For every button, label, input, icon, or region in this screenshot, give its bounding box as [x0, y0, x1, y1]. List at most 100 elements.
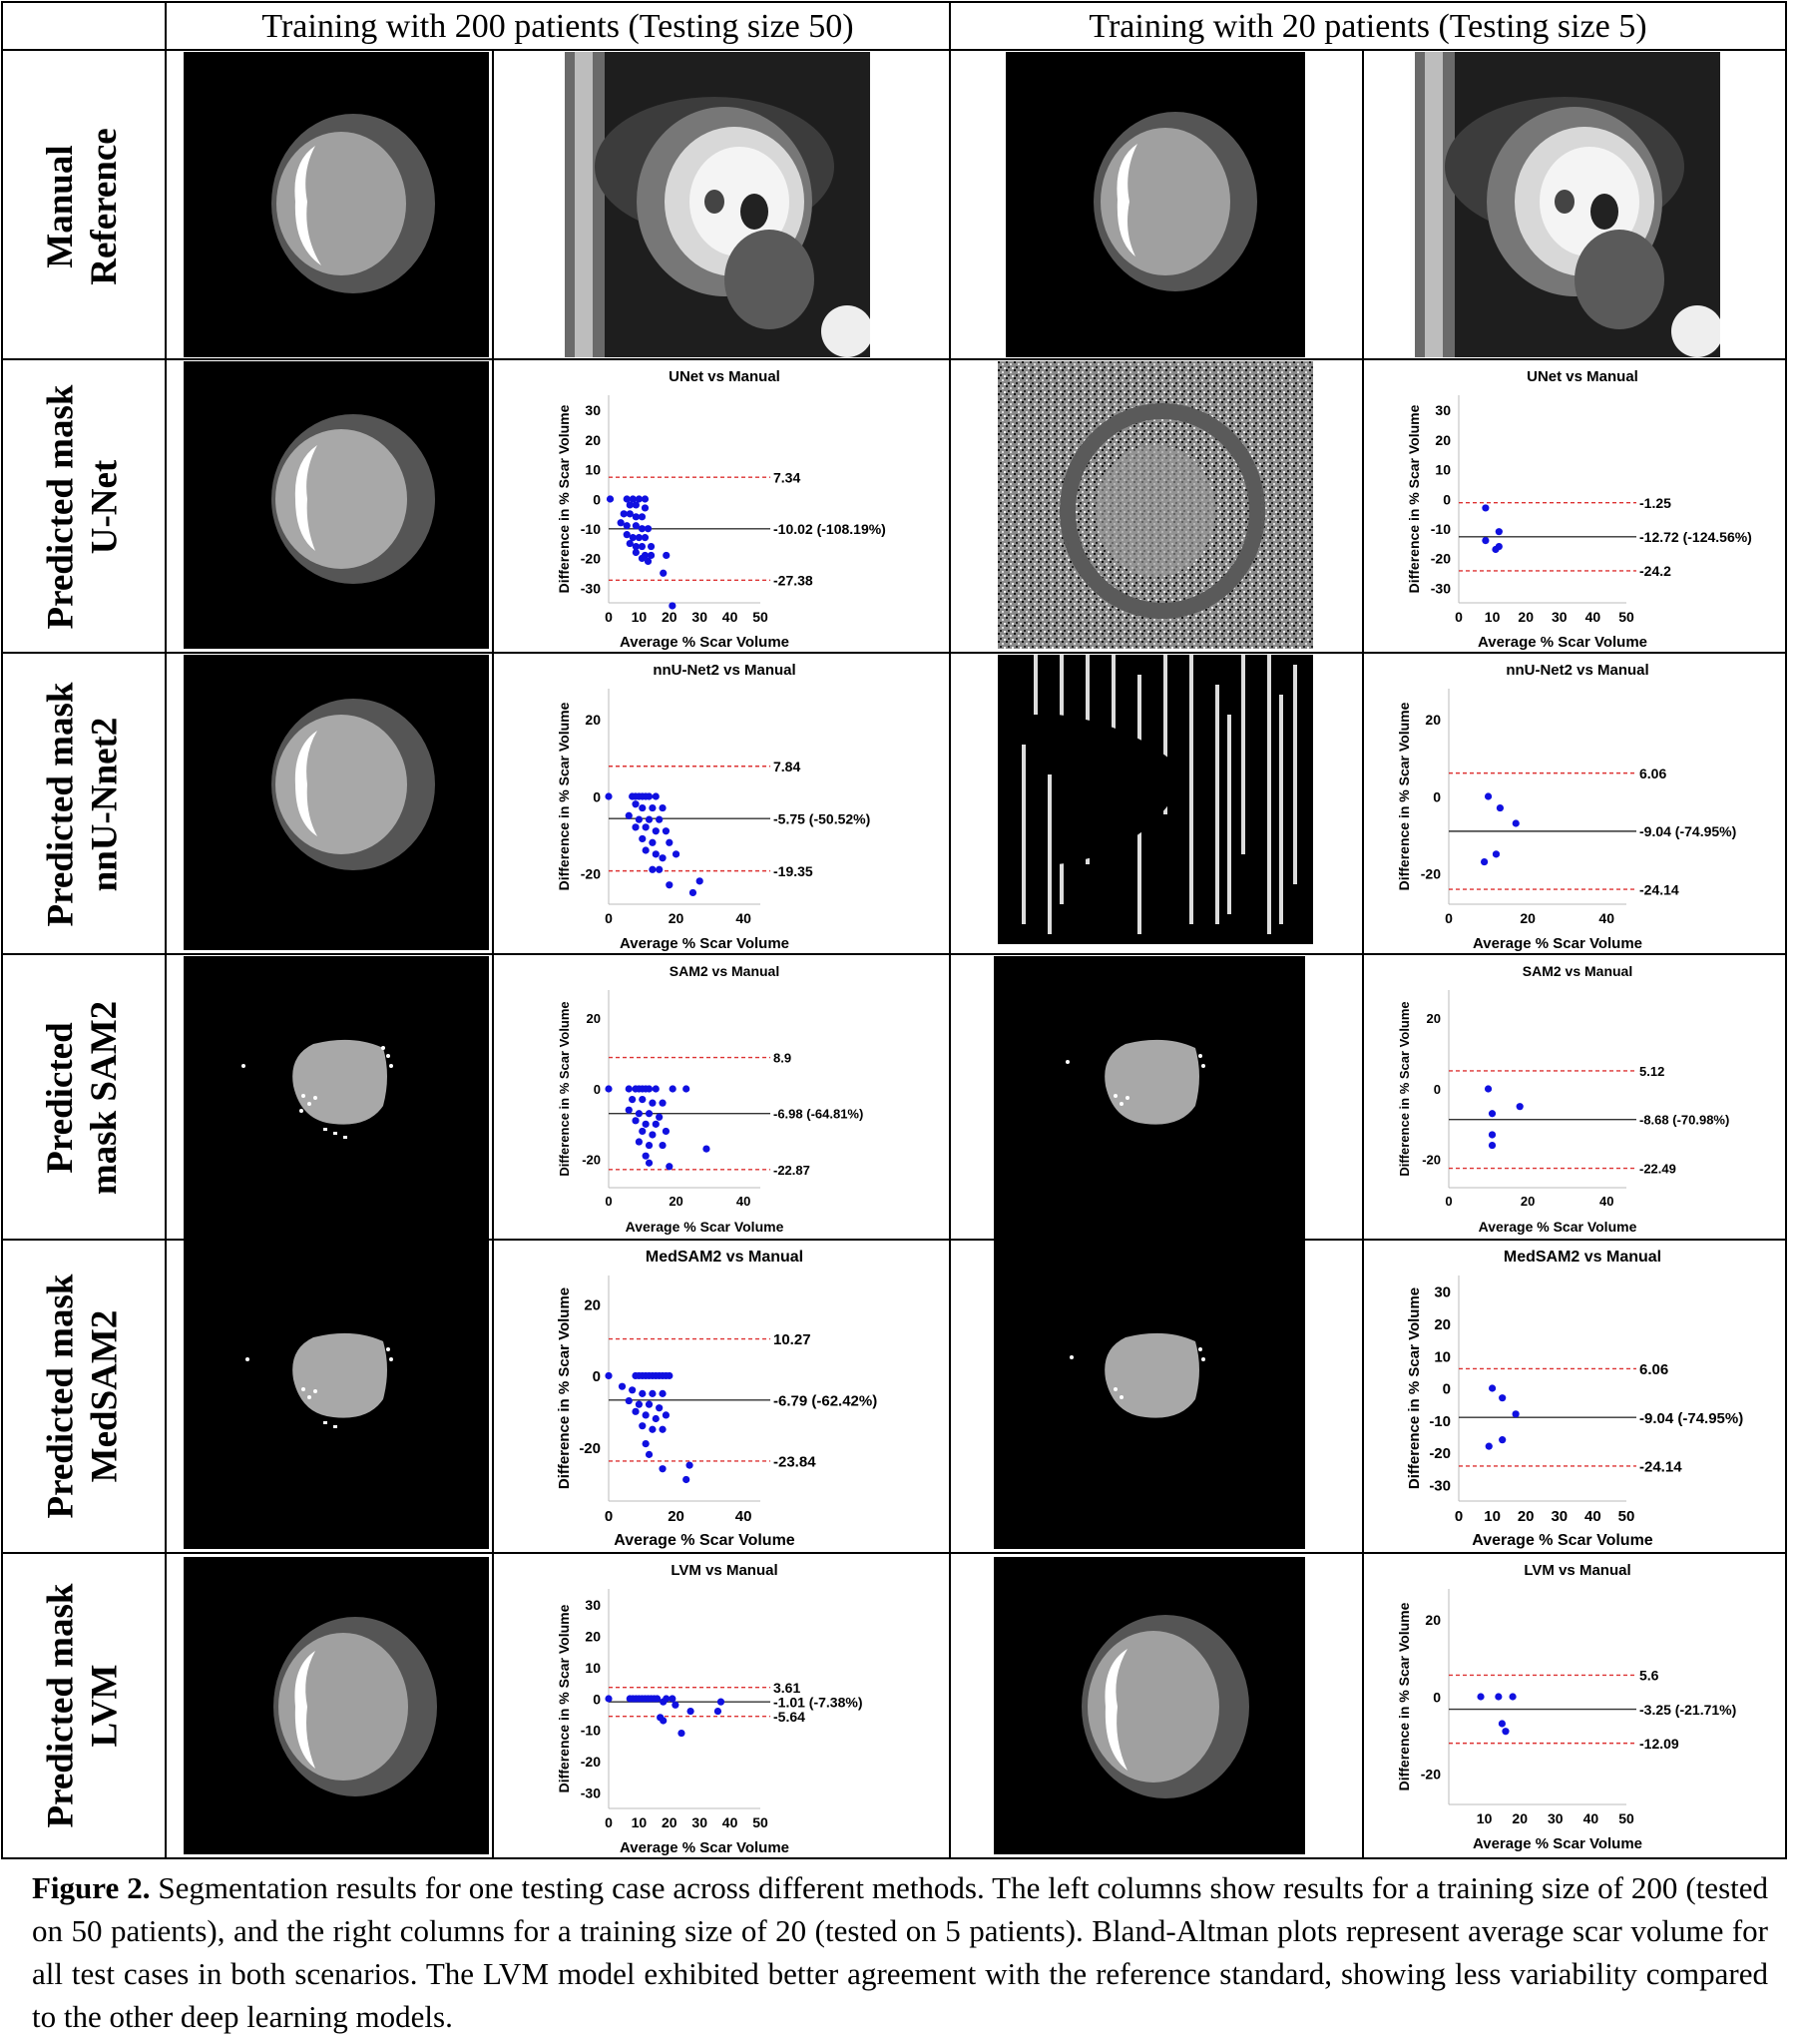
ba-upper-loa-label: 8.9 [773, 1050, 791, 1065]
ba-title: MedSAM2 vs Manual [1504, 1249, 1661, 1266]
ba-point [645, 1159, 654, 1167]
ba-ytick: -20 [1431, 551, 1451, 567]
ba-ytick: 0 [1434, 1082, 1441, 1097]
ba-point [632, 542, 640, 551]
ba-point [662, 827, 671, 835]
ba-title: nnU-Net2 vs Manual [1506, 662, 1648, 679]
ba-ytick: -20 [581, 1754, 601, 1770]
ba-xtick: 50 [752, 1814, 768, 1830]
ba-lower-loa-label: -24.14 [1639, 1459, 1682, 1476]
ba-point [639, 1096, 647, 1104]
ba-point [649, 838, 657, 846]
ba-ytick: 30 [1434, 1284, 1451, 1301]
ba-xtick: 10 [1484, 1508, 1501, 1525]
ba-ytick: -10 [1429, 1413, 1451, 1430]
ba-point [639, 1422, 647, 1430]
ba-point [625, 1106, 633, 1114]
ba-point [659, 1389, 667, 1397]
ba-point [672, 1701, 679, 1709]
ba-title: LVM vs Manual [1524, 1562, 1630, 1579]
ba-ytick: 0 [593, 788, 601, 804]
ba-point [635, 534, 643, 542]
ba-xtick: 0 [1455, 1508, 1463, 1525]
ba-point [617, 519, 625, 527]
ba-plot-lvm-200: LVM vs Manual -30 -20 -10 0 10 20 30 0 10 20 30 40 50… [547, 1555, 920, 1858]
ba-ylabel: Difference in % Scar Volume [1396, 702, 1412, 890]
ba-point [635, 1138, 643, 1146]
ba-point [642, 823, 650, 831]
ba-ytick: -10 [1431, 521, 1451, 537]
ba-upper-loa-label: 10.27 [773, 1331, 811, 1348]
ba-lower-loa-label: -24.2 [1639, 563, 1671, 579]
ba-ytick: -30 [1429, 1477, 1451, 1494]
ba-point [632, 800, 640, 808]
ba-xtick: 40 [735, 1508, 752, 1525]
ba-ytick: -10 [581, 1723, 601, 1739]
ba-ytick: 0 [1433, 1689, 1441, 1705]
ba-point [1485, 1442, 1493, 1450]
ba-point [645, 1141, 654, 1150]
ba-ytick: -30 [581, 1786, 601, 1801]
ba-ytick: -30 [1431, 580, 1451, 596]
mask-manual-20 [1006, 52, 1305, 357]
ba-xlabel: Average % Scar Volume [1473, 1835, 1642, 1852]
ba-point [669, 602, 676, 610]
ba-ytick: 30 [585, 402, 601, 418]
ba-xlabel: Average % Scar Volume [620, 634, 789, 651]
ba-svg: nnU-Net2 vs Manual -20 0 20 0 20 40 Average % S… [556, 662, 870, 952]
ba-lower-loa-label: -24.14 [1639, 881, 1679, 897]
ba-ytick: 10 [1435, 462, 1451, 478]
ba-plot-unet-200: UNet vs Manual -30 -20 -10 0 10 20 30 0 10 20 30 40 5… [547, 361, 920, 653]
ba-xlabel: Average % Scar Volume [1473, 935, 1642, 952]
ba-point [677, 1729, 685, 1738]
ba-point [642, 1440, 650, 1448]
ba-point [660, 1717, 668, 1725]
ba-xtick: 30 [1552, 609, 1568, 625]
ba-lower-loa-label: -5.64 [773, 1709, 805, 1725]
ba-point [623, 522, 631, 530]
ba-xtick: 40 [722, 1814, 738, 1830]
ba-point [645, 1450, 654, 1458]
ba-xlabel: Average % Scar Volume [614, 1532, 795, 1549]
ba-svg: LVM vs Manual -30 -20 -10 0 10 20 30 0 10 20 30 40 50… [556, 1562, 862, 1856]
ba-ytick: 0 [593, 1368, 601, 1385]
ba-ytick: 30 [585, 1597, 601, 1613]
ba-xtick: 0 [605, 1508, 613, 1525]
ba-ytick: 20 [585, 1628, 601, 1644]
ba-ytick: -20 [1421, 1766, 1441, 1782]
ba-xtick: 20 [1520, 910, 1536, 926]
ba-xtick: 40 [1583, 1810, 1599, 1826]
ba-ytick: 20 [585, 432, 601, 448]
ba-point [1488, 1131, 1497, 1139]
ba-point [626, 539, 634, 548]
ba-point [632, 513, 640, 521]
mask-manual-200 [184, 52, 489, 357]
ba-lower-loa-label: -22.87 [773, 1163, 810, 1178]
ba-mean-line-label: -3.25 (-21.71%) [1639, 1702, 1736, 1718]
ba-ylabel: Difference in % Scar Volume [556, 702, 572, 890]
ba-point [638, 542, 647, 551]
ba-point [1496, 803, 1505, 812]
ba-point [1512, 1410, 1520, 1418]
ba-xtick: 20 [1518, 1508, 1535, 1525]
ba-xtick: 0 [605, 1814, 613, 1830]
ba-ytick: 20 [584, 1296, 601, 1313]
ba-xtick: 20 [662, 609, 677, 625]
ba-ylabel: Difference in % Scar Volume [556, 1287, 573, 1489]
ba-ytick: 20 [1427, 1011, 1441, 1026]
ba-point [682, 1475, 690, 1484]
ba-point [1509, 1693, 1517, 1701]
ba-xtick: 40 [736, 1194, 750, 1209]
ba-mean-line-label: -5.75 (-50.52%) [773, 810, 870, 826]
ba-xtick: 0 [605, 1194, 612, 1209]
ba-point [659, 1099, 667, 1107]
ba-point [632, 1407, 640, 1415]
ba-point [642, 846, 650, 854]
ba-ylabel: Difference in % Scar Volume [1406, 404, 1422, 593]
left-column-header: Training with 200 patients (Testing size… [261, 8, 854, 45]
ba-point [618, 1382, 627, 1390]
ba-point [649, 1425, 657, 1433]
ba-point [1498, 1720, 1506, 1728]
ba-ytick: -20 [1421, 865, 1441, 881]
ba-mean-line-label: -9.04 (-74.95%) [1639, 1410, 1743, 1427]
